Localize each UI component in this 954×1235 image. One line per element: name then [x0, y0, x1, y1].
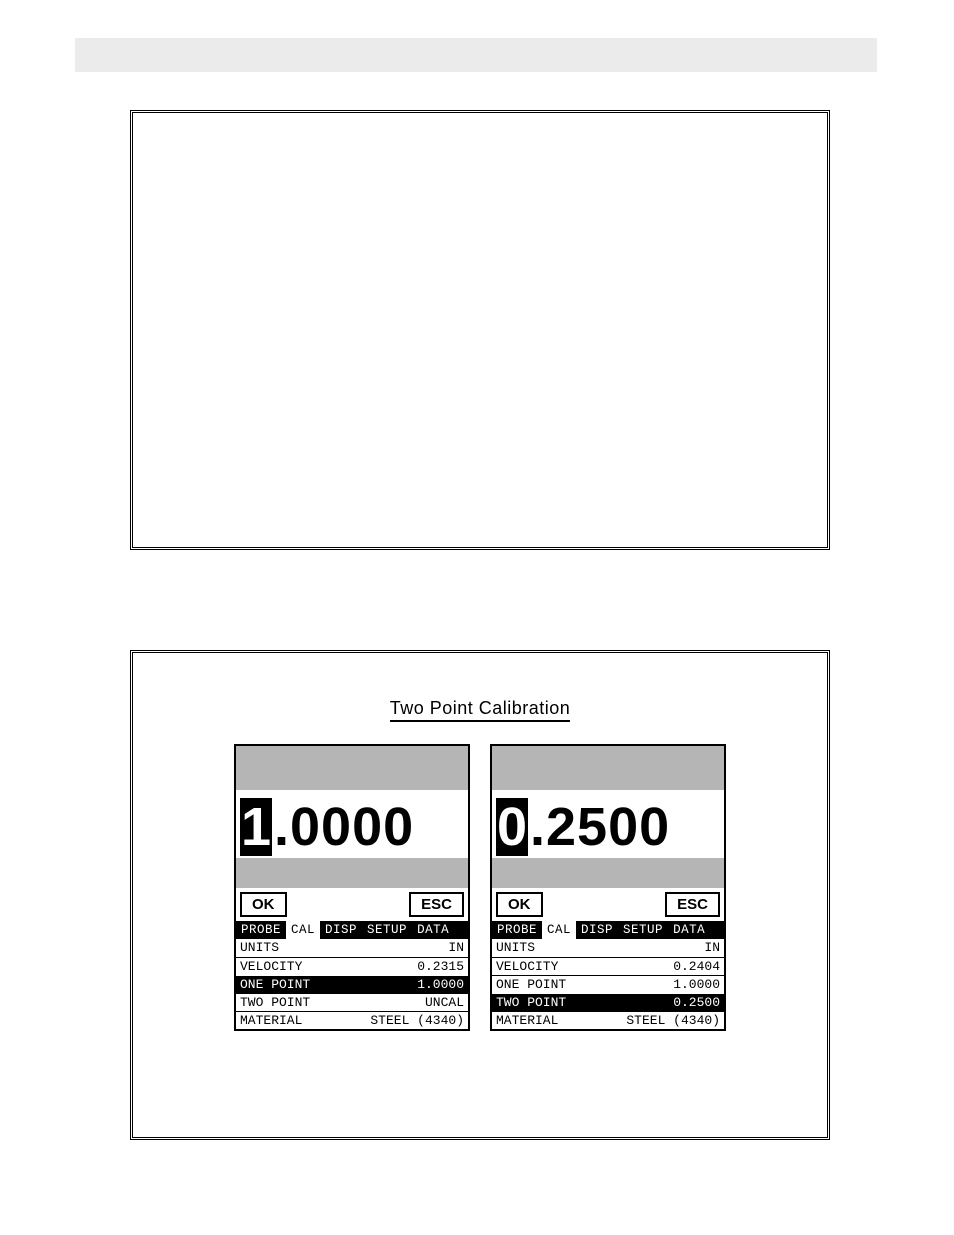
lower-figure-box: Two Point Calibration 1 .0000 OK ESC PRO…	[130, 650, 830, 1140]
menu-value: 0.2500	[673, 994, 720, 1011]
lcd-top-area	[236, 746, 468, 790]
lcd-mid-area	[492, 858, 724, 888]
esc-button[interactable]: ESC	[409, 892, 464, 917]
menu-value: STEEL (4340)	[370, 1012, 464, 1029]
menu-label: TWO POINT	[496, 994, 566, 1011]
menu-row-one-point[interactable]: ONE POINT 1.0000	[492, 975, 724, 993]
upper-figure-box	[130, 110, 830, 550]
header-bar	[75, 38, 877, 72]
menu-label: UNITS	[240, 939, 279, 957]
tab-data[interactable]: DATA	[668, 921, 710, 939]
lcd-value-display: 0 .2500	[492, 790, 724, 858]
lcd-value-display: 1 .0000	[236, 790, 468, 858]
menu-value: 1.0000	[417, 976, 464, 993]
lcd-value-rest: .2500	[528, 798, 670, 856]
lcd-active-digit[interactable]: 0	[496, 798, 528, 856]
menu-row-material[interactable]: MATERIAL STEEL (4340)	[492, 1011, 724, 1029]
menu-row-velocity[interactable]: VELOCITY 0.2404	[492, 957, 724, 975]
tab-cal[interactable]: CAL	[286, 921, 320, 939]
lcd-top-area	[492, 746, 724, 790]
menu-row-two-point[interactable]: TWO POINT UNCAL	[236, 993, 468, 1011]
tab-setup[interactable]: SETUP	[618, 921, 668, 939]
menu-label: UNITS	[496, 939, 535, 957]
menu-row-units[interactable]: UNITS IN	[492, 939, 724, 957]
menu-label: VELOCITY	[496, 958, 558, 975]
tab-data[interactable]: DATA	[412, 921, 454, 939]
menu-value: 1.0000	[673, 976, 720, 993]
menu-value: 0.2404	[673, 958, 720, 975]
lcd-menu: UNITS IN VELOCITY 0.2404 ONE POINT 1.000…	[492, 939, 724, 1029]
ok-button[interactable]: OK	[496, 892, 543, 917]
menu-row-material[interactable]: MATERIAL STEEL (4340)	[236, 1011, 468, 1029]
lcd-screen-right: 0 .2500 OK ESC PROBE CAL DISP SETUP DATA	[490, 744, 726, 1031]
section-heading-text: Two Point Calibration	[390, 698, 571, 722]
lcd-menu: UNITS IN VELOCITY 0.2315 ONE POINT 1.000…	[236, 939, 468, 1029]
lcd-tabs: PROBE CAL DISP SETUP DATA	[492, 921, 724, 939]
esc-button[interactable]: ESC	[665, 892, 720, 917]
menu-row-velocity[interactable]: VELOCITY 0.2315	[236, 957, 468, 975]
lcd-button-row: OK ESC	[492, 888, 724, 921]
ok-button[interactable]: OK	[240, 892, 287, 917]
menu-row-two-point[interactable]: TWO POINT 0.2500	[492, 993, 724, 1011]
tab-disp[interactable]: DISP	[576, 921, 618, 939]
lcd-button-row: OK ESC	[236, 888, 468, 921]
lcd-value-rest: .0000	[272, 798, 414, 856]
menu-label: VELOCITY	[240, 958, 302, 975]
lcd-screen-left: 1 .0000 OK ESC PROBE CAL DISP SETUP DATA	[234, 744, 470, 1031]
menu-value: 0.2315	[417, 958, 464, 975]
menu-value: UNCAL	[425, 994, 464, 1011]
menu-value: IN	[704, 939, 720, 957]
menu-row-one-point[interactable]: ONE POINT 1.0000	[236, 975, 468, 993]
tab-probe[interactable]: PROBE	[492, 921, 542, 939]
menu-value: STEEL (4340)	[626, 1012, 720, 1029]
section-heading: Two Point Calibration	[133, 698, 827, 719]
lcd-mid-area	[236, 858, 468, 888]
screens-row: 1 .0000 OK ESC PROBE CAL DISP SETUP DATA	[133, 744, 827, 1031]
menu-value: IN	[448, 939, 464, 957]
lcd-tabs: PROBE CAL DISP SETUP DATA	[236, 921, 468, 939]
menu-row-units[interactable]: UNITS IN	[236, 939, 468, 957]
tab-setup[interactable]: SETUP	[362, 921, 412, 939]
page: Two Point Calibration 1 .0000 OK ESC PRO…	[0, 0, 954, 1235]
tab-probe[interactable]: PROBE	[236, 921, 286, 939]
tab-cal[interactable]: CAL	[542, 921, 576, 939]
tab-disp[interactable]: DISP	[320, 921, 362, 939]
menu-label: ONE POINT	[240, 976, 310, 993]
menu-label: ONE POINT	[496, 976, 566, 993]
menu-label: MATERIAL	[240, 1012, 302, 1029]
menu-label: MATERIAL	[496, 1012, 558, 1029]
lcd-active-digit[interactable]: 1	[240, 798, 272, 856]
menu-label: TWO POINT	[240, 994, 310, 1011]
